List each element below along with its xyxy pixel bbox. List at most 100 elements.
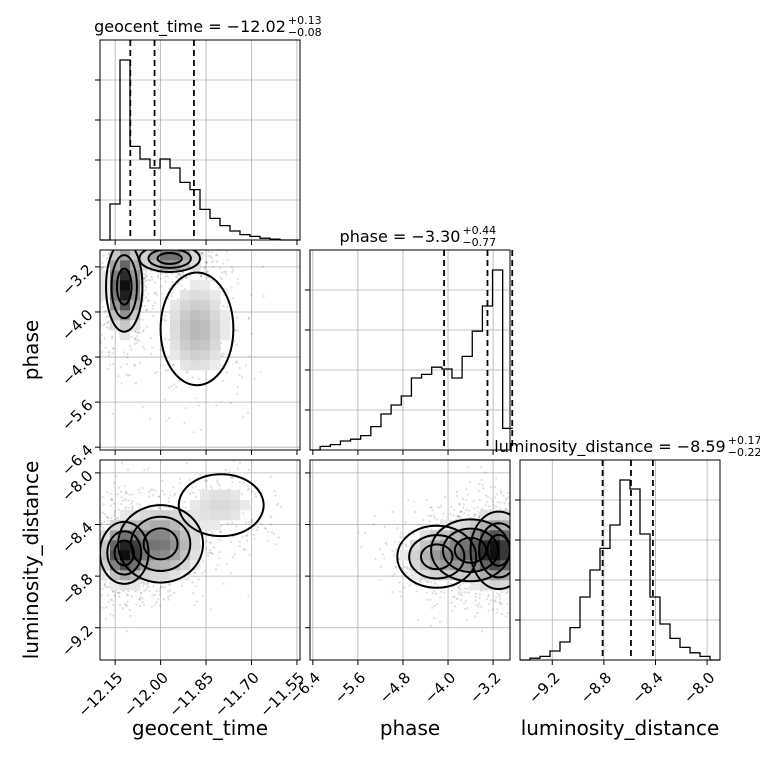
density-cell — [130, 510, 141, 521]
scatter-point — [256, 526, 259, 529]
density-cell — [110, 310, 121, 321]
scatter-point — [474, 615, 477, 618]
scatter-point — [436, 505, 439, 508]
scatter-point — [104, 346, 107, 350]
scatter-point — [524, 559, 526, 561]
density-cell — [160, 250, 171, 261]
scatter-point — [199, 428, 202, 431]
scatter-point — [450, 589, 454, 592]
x-tick-label-luminosity_distance: −8.4 — [628, 669, 666, 707]
scatter-point — [230, 286, 233, 289]
scatter-point — [504, 508, 507, 511]
scatter-point — [197, 247, 199, 249]
scatter-point — [238, 540, 241, 544]
scatter-point — [427, 514, 430, 517]
scatter-point — [209, 548, 212, 552]
scatter-point — [100, 594, 104, 597]
scatter-point — [513, 537, 515, 539]
scatter-point — [512, 520, 514, 522]
scatter-point — [254, 495, 258, 498]
scatter-point — [465, 591, 469, 594]
scatter-point — [516, 557, 518, 559]
scatter-point — [195, 600, 199, 603]
density-cell — [160, 510, 171, 521]
scatter-point — [62, 535, 64, 537]
scatter-point — [153, 301, 157, 304]
scatter-point — [391, 510, 395, 513]
scatter-point — [522, 524, 524, 526]
scatter-point — [215, 254, 219, 257]
scatter-point — [465, 599, 468, 603]
scatter-point — [418, 580, 422, 583]
scatter-point — [478, 596, 481, 600]
panel-grid-2-2 — [551, 460, 708, 660]
scatter-point — [144, 274, 147, 277]
density-cell — [120, 530, 131, 541]
scatter-point — [93, 549, 95, 551]
scatter-point — [524, 566, 526, 568]
scatter-point — [210, 256, 213, 259]
density-cell — [110, 250, 121, 261]
scatter-point — [121, 499, 124, 502]
scatter-point — [226, 288, 229, 291]
scatter-point — [169, 589, 172, 592]
scatter-point — [202, 595, 205, 598]
scatter-point — [206, 276, 209, 279]
scatter-point — [529, 568, 531, 570]
x-tick-label-phase: −3.2 — [466, 669, 504, 707]
scatter-point — [506, 603, 509, 606]
scatter-point — [510, 555, 512, 557]
scatter-point — [105, 586, 108, 589]
density-cell — [460, 520, 471, 531]
scatter-point — [520, 556, 522, 558]
scatter-point — [393, 572, 396, 576]
scatter-point — [433, 516, 436, 520]
scatter-point — [406, 571, 409, 575]
scatter-point — [150, 507, 154, 510]
scatter-point — [140, 242, 142, 244]
density-cell — [220, 330, 231, 341]
scatter-point — [260, 522, 263, 525]
title-upper-error: +0.13 — [288, 14, 322, 27]
scatter-point — [506, 491, 510, 495]
scatter-point — [512, 526, 514, 528]
scatter-point — [516, 555, 518, 557]
scatter-point — [217, 482, 220, 485]
scatter-point — [145, 237, 147, 239]
scatter-point — [200, 274, 203, 277]
scatter-point — [125, 490, 128, 493]
scatter-point — [139, 596, 142, 599]
scatter-point — [211, 488, 214, 491]
scatter-point — [107, 354, 111, 357]
scatter-point — [161, 479, 164, 482]
scatter-point — [458, 586, 461, 589]
scatter-point — [244, 521, 248, 524]
scatter-point — [221, 352, 224, 355]
scatter-point — [231, 556, 234, 559]
scatter-point — [465, 498, 468, 502]
scatter-point — [529, 510, 531, 512]
scatter-point — [425, 598, 429, 601]
scatter-point — [511, 520, 513, 522]
scatter-point — [101, 495, 104, 498]
scatter-point — [515, 589, 517, 591]
scatter-point — [116, 591, 119, 594]
scatter-point — [521, 574, 523, 576]
scatter-point — [430, 506, 433, 509]
scatter-point — [247, 468, 250, 471]
scatter-point — [93, 540, 95, 542]
scatter-point — [529, 513, 531, 515]
scatter-point — [524, 519, 526, 521]
scatter-point — [205, 261, 208, 264]
scatter-point — [468, 591, 471, 594]
scatter-point — [154, 247, 156, 249]
scatter-point — [205, 480, 208, 483]
scatter-point — [429, 506, 432, 509]
scatter-point — [133, 243, 135, 245]
scatter-point — [96, 531, 98, 533]
density-cell — [200, 510, 211, 521]
scatter-point — [247, 317, 250, 320]
scatter-point — [181, 584, 184, 587]
title-lower-error: −0.22 — [728, 446, 760, 459]
density-cell — [500, 550, 510, 561]
